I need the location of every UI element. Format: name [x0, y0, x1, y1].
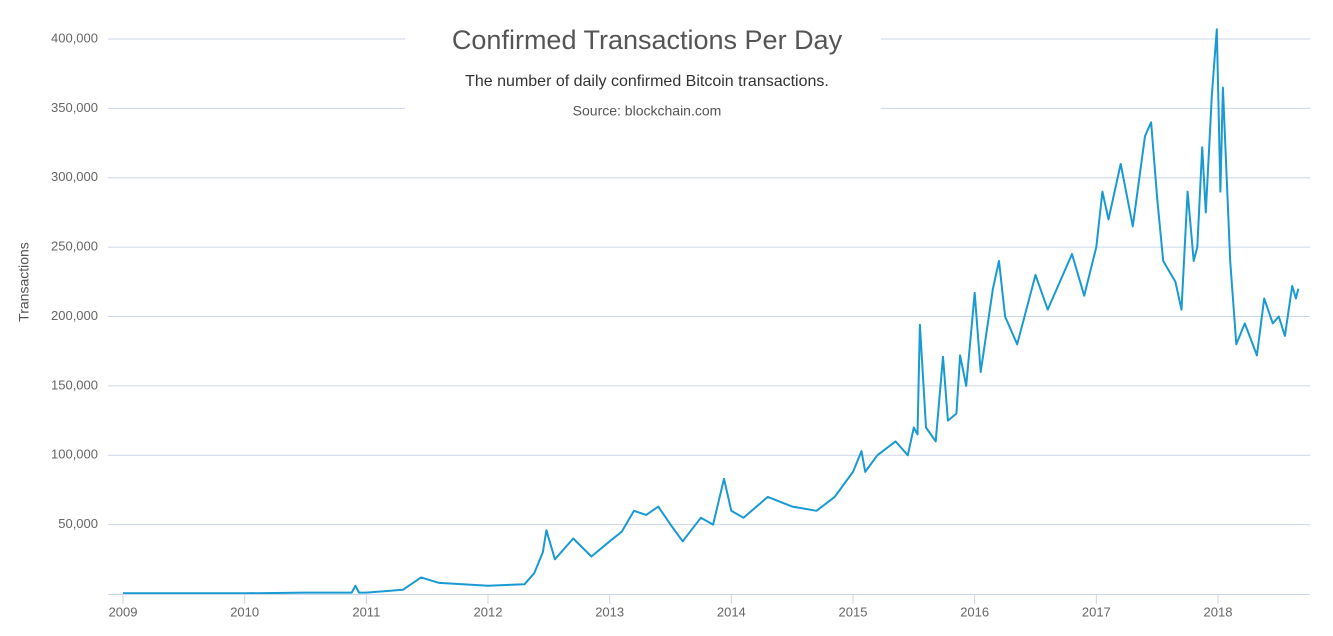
x-tick-label: 2013	[595, 604, 624, 619]
y-tick-label: 150,000	[51, 377, 98, 392]
chart-subtitle: The number of daily confirmed Bitcoin tr…	[465, 73, 829, 90]
x-tick-label: 2016	[960, 604, 989, 619]
x-tick-label: 2015	[839, 604, 868, 619]
y-axis-title: Transactions	[16, 242, 32, 322]
x-tick-label: 2017	[1082, 604, 1111, 619]
x-tick-label: 2011	[352, 604, 380, 619]
y-tick-label: 250,000	[51, 239, 98, 254]
y-tick-label: 50,000	[58, 516, 98, 531]
data-line	[123, 28, 1300, 595]
x-tick-label: 2014	[717, 604, 746, 619]
grid	[108, 38, 1310, 526]
x-tick-label: 2018	[1204, 604, 1233, 619]
x-tick-label: 2009	[109, 604, 138, 619]
x-tick-label: 2012	[474, 604, 503, 619]
y-tick-label: 350,000	[51, 100, 98, 115]
chart-title: Confirmed Transactions Per Day	[452, 25, 843, 55]
y-tick-label: 200,000	[51, 308, 98, 323]
title-background	[405, 18, 881, 110]
y-tick-label: 300,000	[51, 169, 98, 184]
x-tick-label: 2010	[230, 604, 259, 619]
plot-area	[123, 28, 1300, 595]
y-tick-label: 100,000	[51, 447, 98, 462]
y-tick-label: 400,000	[51, 30, 98, 45]
chart-source: Source: blockchain.com	[573, 103, 722, 119]
